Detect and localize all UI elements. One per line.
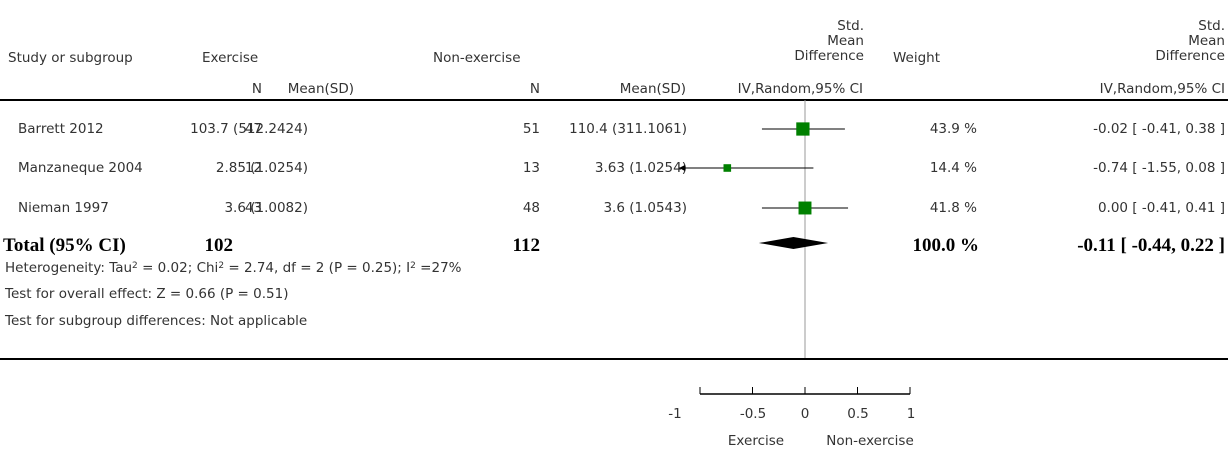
total-weight: 100.0 %: [912, 235, 980, 256]
ci-arrow-left: [679, 165, 685, 171]
exercise-n: 43: [244, 200, 262, 216]
total-effect-ci: -0.11 [ -0.44, 0.22 ]: [1077, 235, 1225, 256]
exercise-mean-sd: 3.6 (1.0082): [224, 200, 308, 216]
smd-header-mean: Mean: [827, 33, 864, 49]
exercise-n: 12: [244, 160, 262, 176]
axis-tick-label: 0.5: [847, 406, 869, 422]
study-name: Nieman 1997: [18, 200, 109, 216]
non-exercise-mean-sd: 3.6 (1.0543): [603, 200, 687, 216]
exercise-mean-sd: 103.7 (512.2424): [190, 121, 308, 137]
weight-header: Weight: [893, 50, 941, 66]
favours-exercise-label: Exercise: [727, 433, 785, 449]
pooled-effect-diamond: [758, 237, 829, 249]
non-exercise-n-header: N: [529, 81, 540, 97]
exercise-header: Exercise: [202, 50, 259, 66]
subgroup-differences-text: Test for subgroup differences: Not appli…: [5, 313, 308, 329]
study-effect-ci: -0.74 [ -1.55, 0.08 ]: [1093, 160, 1225, 176]
axis-tick-label: 0: [800, 406, 810, 422]
axis-tick-label: -1: [668, 406, 682, 422]
study-weight: 14.4 %: [929, 160, 977, 176]
effect-header-mean: Mean: [1188, 33, 1225, 49]
study-effect-marker: [723, 164, 732, 172]
study-column-header: Study or subgroup: [8, 50, 133, 66]
effect-header-std: Std.: [1198, 18, 1225, 34]
study-name: Barrett 2012: [18, 121, 104, 137]
overall-effect-text: Test for overall effect: Z = 0.66 (P = 0…: [5, 286, 289, 302]
study-weight: 43.9 %: [929, 121, 977, 137]
study-name: Manzaneque 2004: [18, 160, 143, 176]
total-exercise-n: 102: [204, 235, 234, 256]
non-exercise-n: 48: [522, 200, 540, 216]
exercise-mean-sd-header: Mean(SD): [287, 81, 354, 97]
smd-method-header: IV,Random,95% CI: [737, 81, 863, 97]
study-weight: 41.8 %: [929, 200, 977, 216]
footer-rule: [0, 358, 1228, 360]
favours-non-exercise-label: Non-exercise: [826, 433, 914, 449]
non-exercise-header: Non-exercise: [433, 50, 521, 66]
study-effect-ci: 0.00 [ -0.41, 0.41 ]: [1097, 200, 1225, 216]
total-non-exercise-n: 112: [512, 235, 540, 256]
exercise-n: 47: [244, 121, 262, 137]
axis-tick-label: -0.5: [739, 406, 767, 422]
header-rule: [0, 99, 1228, 101]
non-exercise-mean-sd: 3.63 (1.0254): [594, 160, 687, 176]
smd-header-difference: Difference: [794, 48, 864, 64]
effect-header-difference: Difference: [1155, 48, 1225, 64]
study-effect-marker: [798, 201, 812, 215]
study-effect-ci: -0.02 [ -0.41, 0.38 ]: [1093, 121, 1225, 137]
exercise-mean-sd: 2.85 (1.0254): [215, 160, 308, 176]
heterogeneity-text: Heterogeneity: Tau2 = 0.02; Chi2 = 2.74,…: [5, 260, 462, 276]
exercise-n-header: N: [251, 81, 262, 97]
smd-header-std: Std.: [837, 18, 864, 34]
effect-method-header: IV,Random,95% CI: [1099, 81, 1225, 97]
non-exercise-mean-sd: 110.4 (311.1061): [569, 121, 687, 137]
total-label: Total (95% CI): [3, 235, 126, 256]
non-exercise-n: 51: [522, 121, 540, 137]
study-effect-marker: [796, 122, 810, 136]
non-exercise-mean-sd-header: Mean(SD): [619, 81, 686, 97]
axis-tick-label: 1: [906, 406, 916, 422]
non-exercise-n: 13: [522, 160, 540, 176]
